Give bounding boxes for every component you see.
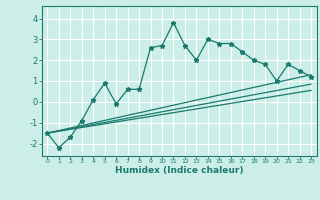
X-axis label: Humidex (Indice chaleur): Humidex (Indice chaleur) xyxy=(115,166,244,175)
